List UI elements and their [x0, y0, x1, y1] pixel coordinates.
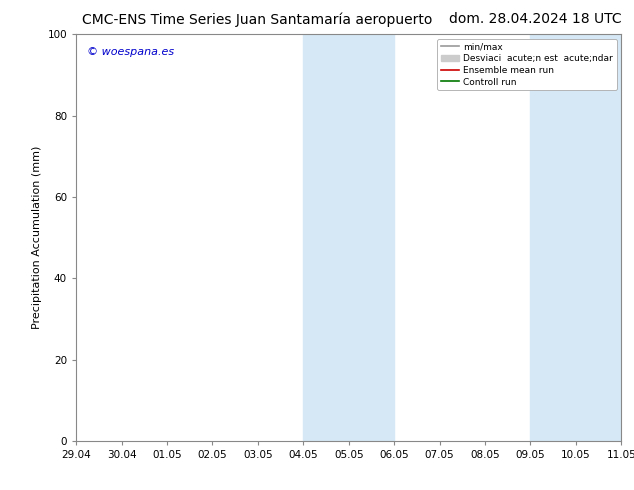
- Text: © woespana.es: © woespana.es: [87, 47, 174, 56]
- Y-axis label: Precipitation Accumulation (mm): Precipitation Accumulation (mm): [32, 146, 42, 329]
- Legend: min/max, Desviaci  acute;n est  acute;ndar, Ensemble mean run, Controll run: min/max, Desviaci acute;n est acute;ndar…: [437, 39, 617, 90]
- Bar: [531, 34, 621, 441]
- Bar: [303, 34, 394, 441]
- Text: dom. 28.04.2024 18 UTC: dom. 28.04.2024 18 UTC: [449, 12, 621, 26]
- Text: CMC-ENS Time Series Juan Santamaría aeropuerto: CMC-ENS Time Series Juan Santamaría aero…: [82, 12, 433, 27]
